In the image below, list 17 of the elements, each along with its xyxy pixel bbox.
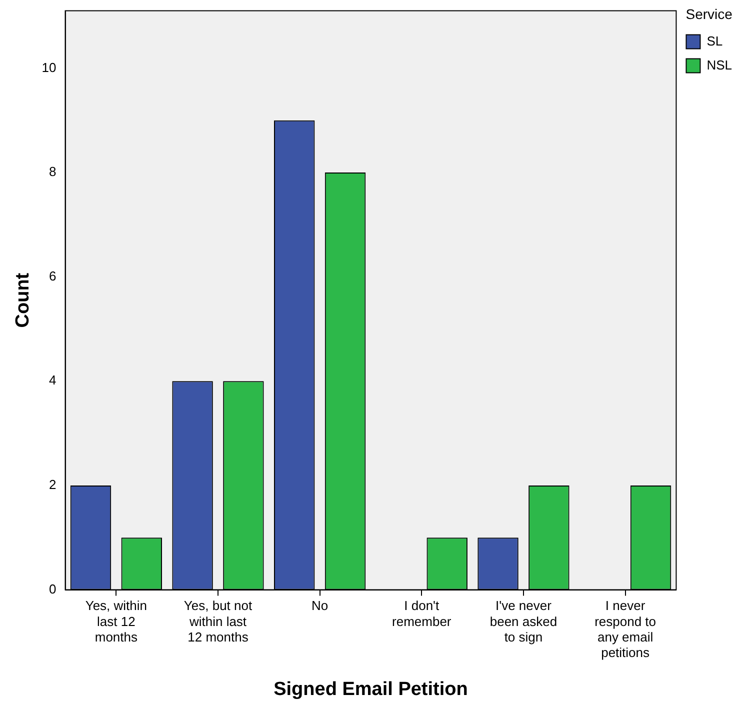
y-tick-label: 0 [49, 581, 56, 596]
x-tick-label: I've never been asked to sign [490, 598, 558, 644]
y-tick-label: 4 [49, 372, 56, 388]
x-tick-label: I don't remember [392, 598, 452, 629]
legend-label: NSL [706, 57, 732, 72]
x-tick-label: I never respond to any email petitions [594, 598, 656, 660]
y-tick-label: 2 [49, 477, 56, 492]
y-tick-label: 6 [49, 268, 56, 284]
x-tick-label: Yes, but not within last 12 months [184, 598, 252, 644]
legend-title: Service [686, 6, 733, 22]
x-tick-label: No [312, 598, 328, 614]
legend-label: SL [706, 33, 723, 48]
x-axis-title: Signed Email Petition [274, 678, 468, 700]
y-tick-label: 8 [49, 164, 56, 180]
x-tick-label: Yes, within last 12 months [85, 598, 148, 644]
y-axis-title: Count [12, 272, 34, 328]
y-tick-label: 10 [42, 60, 56, 75]
